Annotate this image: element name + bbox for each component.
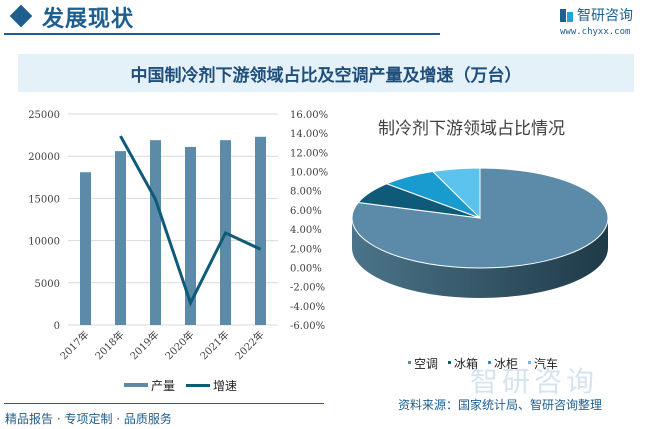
x-axis-tick: 2018年	[92, 328, 126, 362]
bar	[185, 146, 196, 325]
footer-slogan: 精品报告 · 专项定制 · 品质服务	[5, 412, 172, 426]
pie-side	[352, 218, 608, 298]
right-axis-tick: 2.00%	[290, 244, 322, 255]
legend-line-swatch	[186, 384, 210, 387]
bar	[150, 140, 161, 325]
legend-swatch	[448, 361, 451, 364]
pie-slice	[431, 167, 481, 220]
pie-title: 制冷剂下游领域占比情况	[378, 119, 565, 139]
chart-title-band: 中国制冷剂下游领域占比及空调产量及增速（万台）	[18, 54, 634, 92]
bar	[80, 172, 91, 325]
section-diamond-icon	[9, 4, 33, 28]
data-source: 资料来源：国家统计局、智研咨询整理	[398, 398, 603, 412]
left-axis-tick: 10000	[28, 237, 60, 248]
watermark: 智研咨询	[470, 365, 599, 398]
growth-line	[119, 135, 262, 307]
left-axis-tick: 25000	[28, 110, 60, 121]
x-axis-tick: 2021年	[197, 328, 231, 362]
bar	[255, 136, 266, 325]
legend-label: 空调	[414, 357, 438, 371]
right-axis-tick: -2.00%	[290, 283, 325, 294]
brand-url: www.chyxx.com	[560, 27, 631, 37]
x-axis-tick: 2019年	[127, 328, 161, 362]
brand-name: 智研咨询	[577, 8, 633, 24]
legend-swatch	[408, 361, 411, 364]
brand-logo-icon	[560, 8, 573, 22]
right-axis-tick: 14.00%	[290, 129, 328, 140]
right-axis-tick: 16.00%	[290, 110, 328, 121]
right-axis-tick: 6.00%	[290, 206, 322, 217]
legend-label: 产量	[151, 379, 175, 393]
production-growth-chart: 0 5000 10000 15000 20000 25000 -6.00% -4.00% -2.…	[28, 110, 328, 393]
legend-label: 增速	[213, 379, 237, 393]
right-axis-tick: -4.00%	[290, 302, 325, 313]
section-title: 发展现状	[42, 6, 135, 32]
brand-logo: 智研咨询	[560, 5, 633, 25]
right-axis-tick: 0.00%	[290, 263, 322, 274]
legend-bar-swatch	[124, 383, 148, 387]
x-axis-tick: 2017年	[57, 328, 91, 362]
x-axis-tick: 2022年	[232, 328, 266, 362]
left-axis-tick: 0	[54, 321, 60, 332]
x-axis-tick: 2020年	[162, 328, 196, 362]
bar	[115, 151, 126, 325]
legend-label: 冰柜	[494, 357, 518, 371]
right-axis-tick: 4.00%	[290, 225, 322, 236]
legend-swatch	[528, 361, 531, 364]
header-divider	[4, 33, 440, 35]
left-axis-tick: 20000	[28, 152, 60, 163]
right-axis-tick: 8.00%	[290, 187, 322, 198]
legend-swatch	[488, 361, 491, 364]
right-axis-tick: -6.00%	[290, 321, 325, 332]
right-axis-tick: 12.00%	[290, 148, 328, 159]
footer-divider	[4, 403, 324, 404]
legend-label: 冰箱	[454, 356, 478, 371]
legend-label: 汽车	[534, 356, 558, 371]
right-axis-tick: 10.00%	[290, 168, 328, 179]
chart-title: 中国制冷剂下游领域占比及空调产量及增速（万台）	[130, 65, 522, 86]
left-axis-tick: 15000	[28, 194, 60, 205]
left-axis-tick: 5000	[35, 279, 60, 290]
